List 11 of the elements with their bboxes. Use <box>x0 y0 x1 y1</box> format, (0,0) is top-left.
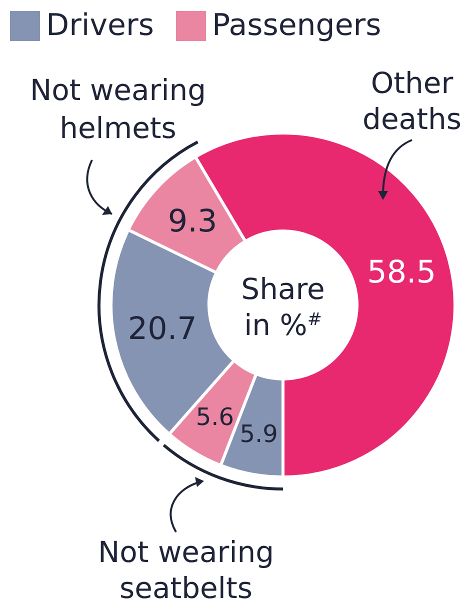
data-label: 5.6 <box>196 402 234 431</box>
slice-label: Other deaths <box>362 66 462 136</box>
legend-label: Passengers <box>212 8 382 43</box>
data-label: 9.3 <box>168 204 218 240</box>
text: Share in %$^{#}$ <box>241 272 325 342</box>
text: Not wearing helmets <box>30 73 206 145</box>
data-label: 5.9 <box>240 420 278 448</box>
text: Not wearing seatbelts <box>98 535 274 605</box>
data-label: 58.5 <box>367 254 436 291</box>
legend-label: Drivers <box>46 8 154 43</box>
data-label: 20.7 <box>128 311 197 348</box>
